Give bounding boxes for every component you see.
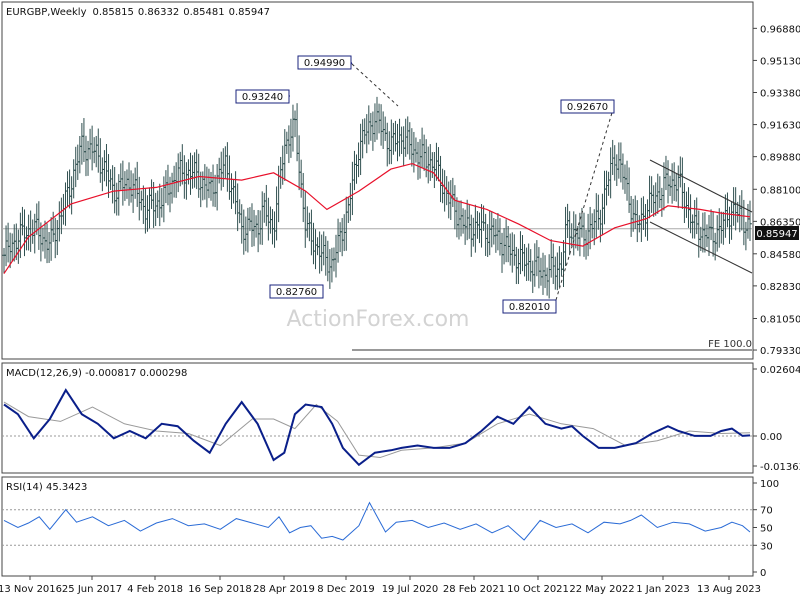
macd-title: MACD(12,26,9) -0.000817 0.000298 xyxy=(6,368,187,379)
time-tick-label: 4 Feb 2018 xyxy=(127,584,183,595)
macd-axis: 0.026044 0.00 -0.013638 xyxy=(753,365,800,473)
macd-tick-label: 0.026044 xyxy=(760,365,800,376)
rsi-axis: 100 70 50 30 0 xyxy=(753,479,779,579)
time-tick-label: 8 Dec 2019 xyxy=(317,584,375,595)
time-tick-label: 13 Nov 2016 xyxy=(0,584,62,595)
price-annotation: 0.93240 xyxy=(235,89,290,104)
ohlc-open: 0.85815 xyxy=(93,7,134,18)
chart-title: EURGBP,Weekly 0.85815 0.86332 0.85481 0.8594… xyxy=(6,7,270,18)
rsi-title: RSI(14) 45.3423 xyxy=(6,482,87,493)
macd-tick-label: -0.013638 xyxy=(760,462,800,473)
price-tick-label: 0.96880 xyxy=(760,24,800,35)
price-tick-label: 0.93380 xyxy=(760,89,800,100)
macd-tick-label: 0.00 xyxy=(760,432,782,443)
time-tick-label: 22 May 2022 xyxy=(569,584,634,595)
macd-lines xyxy=(3,388,751,467)
price-tick-label: 0.81050 xyxy=(760,315,800,326)
price-annotation: 0.92670 xyxy=(560,99,615,114)
watermark-text: ActionForex.com xyxy=(287,307,470,332)
price-tag-current-icon: 0.85947 xyxy=(755,226,799,240)
rsi-panel[interactable] xyxy=(1,476,754,577)
annotation-label: 0.94990 xyxy=(304,58,345,69)
annotation-label: 0.82010 xyxy=(509,302,550,313)
macd-main-line xyxy=(3,388,751,467)
price-bars xyxy=(2,96,752,299)
rsi-line xyxy=(3,501,751,541)
current-price: 0.85947 xyxy=(756,229,797,240)
macd-signal-line xyxy=(3,401,751,459)
rsi-levels xyxy=(2,509,753,546)
moving-average-series xyxy=(3,162,751,274)
price-tick-label: 0.95130 xyxy=(760,56,800,67)
rsi-series xyxy=(3,501,751,541)
rsi-tick-label: 30 xyxy=(760,541,773,552)
price-annotation: 0.94990 xyxy=(297,55,353,70)
time-tick-label: 10 Oct 2021 xyxy=(507,584,569,595)
rsi-tick-label: 70 xyxy=(760,506,773,517)
rsi-tick-label: 50 xyxy=(760,524,773,535)
price-tick-label: 0.84580 xyxy=(760,250,800,261)
symbol-timeframe: EURGBP,Weekly xyxy=(6,7,87,18)
time-tick-label: 19 Jul 2020 xyxy=(382,584,439,595)
time-tick-label: 13 Aug 2023 xyxy=(697,584,761,595)
annotation-label: 0.82760 xyxy=(276,287,317,298)
price-tick-label: 0.79330 xyxy=(760,346,800,357)
price-tick-label: 0.86350 xyxy=(760,217,800,228)
annotation-label: 0.92670 xyxy=(567,102,608,113)
time-tick-label: 25 Jun 2017 xyxy=(62,584,122,595)
price-annotations: 0.93240 0.94990 0.82760 0.82010 0.92670 xyxy=(235,55,615,314)
ohlc-bar xyxy=(748,200,752,242)
time-tick-label: 1 Jan 2023 xyxy=(636,584,690,595)
channel-lines-icon xyxy=(649,159,753,274)
moving-average-line xyxy=(3,162,751,274)
ohlc-low: 0.85481 xyxy=(183,7,224,18)
price-axis: 0.96880 0.95130 0.93380 0.91630 0.89880 0.881… xyxy=(753,24,800,357)
trendline-dashed-icon xyxy=(351,63,615,301)
time-tick-label: 28 Apr 2019 xyxy=(253,584,315,595)
fibonacci-expansion-line-icon: FE 100.0 xyxy=(352,339,752,351)
price-tick-label: 0.82830 xyxy=(760,282,800,293)
rsi-tick-label: 0 xyxy=(760,568,766,579)
price-tick-label: 0.88100 xyxy=(760,185,800,196)
watermark: ActionForex.com xyxy=(287,307,470,332)
annotation-label: 0.93240 xyxy=(242,92,283,103)
time-axis: 13 Nov 2016 25 Jun 2017 4 Feb 2018 16 Sep 2… xyxy=(0,576,761,595)
macd-panel[interactable] xyxy=(1,362,754,474)
rsi-tick-label: 100 xyxy=(760,479,779,490)
fib-label: FE 100.0 xyxy=(708,339,752,350)
ohlc-high: 0.86332 xyxy=(138,7,179,18)
time-tick-label: 16 Sep 2018 xyxy=(188,584,251,595)
price-tick-label: 0.89880 xyxy=(760,153,800,164)
price-annotation: 0.82010 xyxy=(502,299,557,314)
time-tick-label: 28 Feb 2021 xyxy=(443,584,505,595)
ohlc-close: 0.85947 xyxy=(229,7,270,18)
price-tick-label: 0.91630 xyxy=(760,121,800,132)
price-annotation: 0.82760 xyxy=(269,284,324,299)
